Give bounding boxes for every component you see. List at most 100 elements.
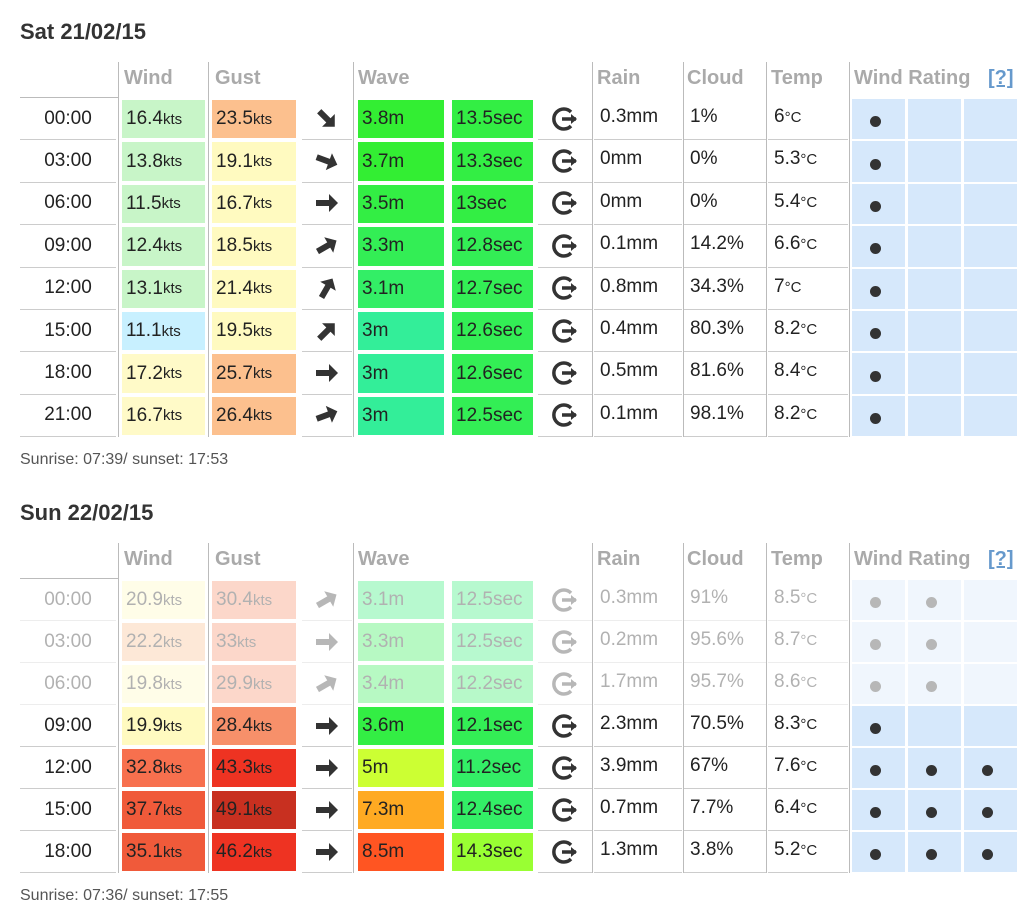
column-divider <box>118 543 119 873</box>
unit: kts <box>162 675 183 693</box>
value: 12.4 <box>126 235 163 257</box>
period-cell: 12.5sec <box>452 396 533 436</box>
cloud-cell: 3.8% <box>684 831 766 873</box>
value: 8.5 <box>774 587 801 608</box>
value: 32.8 <box>126 757 163 778</box>
cloud-cell: 70.5% <box>684 705 766 747</box>
rating-dot <box>926 681 937 692</box>
direction-cell <box>302 310 352 353</box>
unit: kts <box>252 280 273 298</box>
rain-cell: 0.3mm <box>594 579 682 621</box>
temp-cell: 7 °C <box>768 268 848 310</box>
column-divider <box>592 543 593 873</box>
swell-cell <box>538 268 592 310</box>
unit: kts <box>252 407 273 425</box>
value: 6 <box>774 106 785 127</box>
value: 8.2 <box>774 318 801 339</box>
unit: °C <box>800 800 818 817</box>
wind-cell: 32.8 kts <box>122 749 205 787</box>
swell-icon <box>552 671 577 696</box>
swell-icon <box>552 587 577 612</box>
value: 19.5 <box>216 320 253 342</box>
forecast-row: 06:00 19.8 kts 29.9 kts 3.4m 12.2sec 1.7mm 95.7%… <box>0 663 1024 705</box>
column-header: Wind Rating <box>854 67 971 89</box>
rain-cell: 0.3mm <box>594 98 682 141</box>
rating-dot <box>982 765 993 776</box>
period-cell: 12.6sec <box>452 354 533 393</box>
wind-arrow <box>316 194 338 213</box>
value: 5.2 <box>774 839 801 860</box>
column-divider <box>353 62 354 438</box>
unit: kts <box>162 407 183 425</box>
rating-dot <box>870 807 881 818</box>
period-cell: 12.5sec <box>452 623 533 661</box>
value: 43.3 <box>216 757 253 778</box>
help-link[interactable]: [?] <box>988 548 1014 570</box>
period-cell: 11.2sec <box>452 749 533 787</box>
direction-cell <box>302 183 352 226</box>
rating-cell <box>908 226 961 267</box>
gust-cell: 23.5 kts <box>212 100 296 139</box>
temp-cell: 7.6 °C <box>768 747 848 789</box>
rating-cell <box>908 622 961 662</box>
column-header: Temp <box>771 67 823 89</box>
rating-cell <box>964 622 1017 662</box>
value: 8.2 <box>774 402 801 424</box>
swell-cell <box>538 183 592 226</box>
wind-cell: 17.2 kts <box>122 354 205 393</box>
unit: °C <box>784 109 802 126</box>
unit: °C <box>800 405 818 423</box>
time-cell: 18:00 <box>20 831 116 873</box>
rating-dot <box>926 639 937 650</box>
rating-cell <box>964 832 1017 872</box>
unit: kts <box>161 322 181 340</box>
forecast-row: 18:00 35.1 kts 46.2 kts 8.5m 14.3sec 1.3mm 3.8% 5… <box>0 831 1024 873</box>
rating-cell <box>908 311 961 352</box>
forecast-row: 03:00 13.8 kts 19.1 kts 3.7m 13.3sec 0mm 0% 5.3 °C <box>0 140 1024 183</box>
wave-cell: 5m <box>358 749 444 787</box>
value: 17.2 <box>126 362 163 384</box>
wind-arrow <box>316 716 338 735</box>
column-header: Rain <box>597 548 641 570</box>
value: 19.1 <box>216 150 253 172</box>
gust-cell: 30.4 kts <box>212 581 296 619</box>
cloud-cell: 95.6% <box>684 621 766 663</box>
value: 13.8 <box>126 150 163 172</box>
column-header: Wind <box>124 67 173 89</box>
rating-cell <box>908 395 961 437</box>
wave-cell: 3m <box>358 396 444 436</box>
swell-icon <box>552 361 577 385</box>
swell-cell <box>538 225 592 268</box>
sun-times: Sunrise: 07:36/ sunset: 17:55 <box>20 887 229 904</box>
wind-arrow <box>316 758 338 777</box>
time-cell: 21:00 <box>20 395 116 438</box>
swell-icon <box>552 106 577 131</box>
column-header: Gust <box>215 548 261 570</box>
help-link[interactable]: [?] <box>988 67 1014 89</box>
unit: °C <box>800 632 818 649</box>
wave-cell: 3.1m <box>358 581 444 619</box>
temp-cell: 8.2 °C <box>768 310 848 353</box>
cloud-cell: 34.3% <box>684 268 766 310</box>
gust-cell: 21.4 kts <box>212 269 296 308</box>
unit: kts <box>162 153 183 171</box>
rating-dot <box>982 849 993 860</box>
rain-cell: 0.2mm <box>594 621 682 663</box>
wind-arrow <box>315 674 337 692</box>
column-header: Wind <box>124 548 173 570</box>
unit: kts <box>252 365 273 383</box>
value: 16.7 <box>216 192 253 214</box>
swell-cell <box>538 789 592 831</box>
wave-cell: 3.3m <box>358 623 444 661</box>
value: 16.7 <box>126 404 163 426</box>
unit: kts <box>252 717 273 735</box>
gust-cell: 33 kts <box>212 623 296 661</box>
wind-arrow <box>317 108 335 127</box>
forecast-row: 03:00 22.2 kts 33 kts 3.3m 12.5sec 0.2mm 95.6% 8.… <box>0 621 1024 663</box>
gust-cell: 28.4 kts <box>212 707 296 745</box>
value: 6.6 <box>774 233 801 255</box>
column-divider <box>683 543 684 873</box>
unit: °C <box>800 842 818 859</box>
wind-arrow <box>315 153 338 171</box>
rating-cell <box>908 268 961 309</box>
